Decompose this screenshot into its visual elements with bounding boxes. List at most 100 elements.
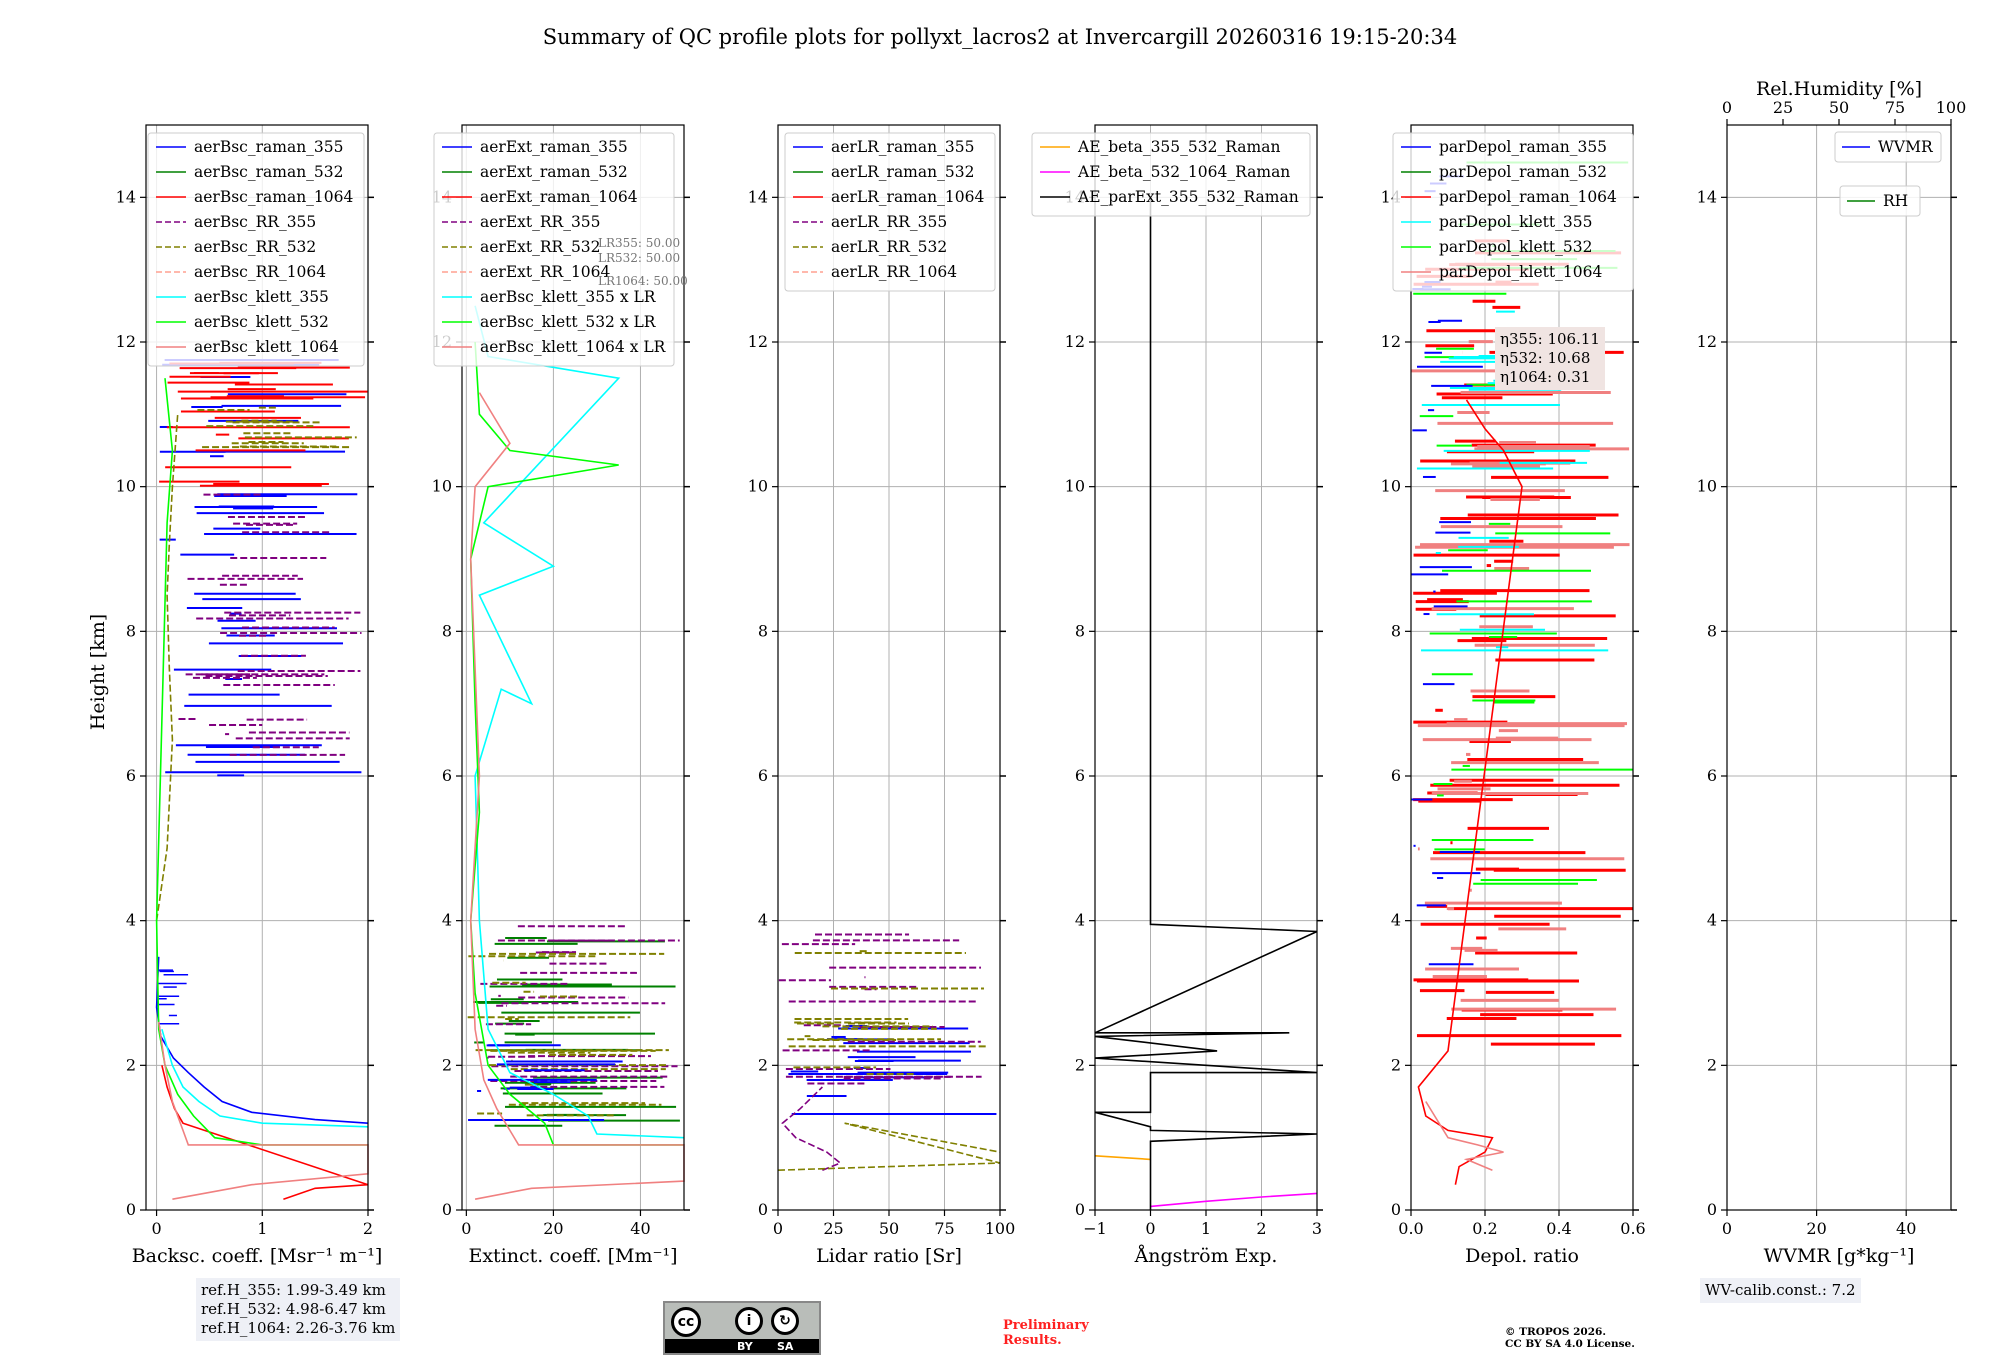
x-tick-label: 100 bbox=[985, 1219, 1016, 1238]
figure-title: Summary of QC profile plots for pollyxt_… bbox=[543, 25, 1457, 49]
ref-height-532: ref.H_532: 4.98-6.47 km bbox=[201, 1300, 386, 1318]
y-tick-label: 6 bbox=[1707, 766, 1717, 785]
ref-height-1064: ref.H_1064: 2.26-3.76 km bbox=[201, 1319, 396, 1337]
legend-label: AE_beta_532_1064_Raman bbox=[1077, 163, 1290, 181]
ref-heights-box: ref.H_355: 1.99-3.49 km ref.H_532: 4.98-… bbox=[196, 1278, 401, 1341]
legend-label: AE_beta_355_532_Raman bbox=[1077, 138, 1280, 156]
y-tick-label: 8 bbox=[442, 621, 452, 640]
copyright-line1: © TROPOS 2026. bbox=[1505, 1326, 1607, 1338]
eta-1064: η1064: 0.31 bbox=[1500, 368, 1591, 386]
y-tick-label: 12 bbox=[116, 332, 136, 351]
x-tick-label: 0 bbox=[461, 1219, 471, 1238]
series-aerLR_RR_355 bbox=[781, 1086, 842, 1171]
y-tick-label: 6 bbox=[1391, 766, 1401, 785]
legend: aerBsc_raman_355 aerBsc_raman_532 aerBsc_r… bbox=[147, 132, 365, 367]
series-aerBsc_klett_1064 bbox=[157, 1021, 369, 1200]
x2-tick-label: 50 bbox=[1829, 98, 1849, 117]
x-axis-label: Backsc. coeff. [Msr⁻¹ m⁻¹] bbox=[132, 1245, 383, 1267]
x-axis-label: Depol. ratio bbox=[1465, 1245, 1579, 1267]
series-aerBsc_RR_532 bbox=[155, 414, 179, 921]
legend-label: aerBsc_klett_355 x LR bbox=[480, 288, 657, 306]
y-tick-label: 2 bbox=[1707, 1055, 1717, 1074]
legend-label: aerBsc_klett_532 bbox=[194, 313, 329, 331]
eta-355: η355: 106.11 bbox=[1500, 330, 1600, 348]
legend-label: parDepol_klett_532 bbox=[1439, 238, 1592, 256]
lr1064-info: LR1064: 50.00 bbox=[598, 274, 688, 288]
y-tick-label: 10 bbox=[1697, 477, 1717, 496]
legend-label: aerLR_RR_1064 bbox=[831, 263, 957, 281]
y-tick-label: 14 bbox=[748, 187, 768, 206]
y-tick-label: 12 bbox=[1697, 332, 1717, 351]
legend-label: aerExt_RR_355 bbox=[480, 213, 601, 231]
y-tick-label: 0 bbox=[1391, 1200, 1401, 1219]
data-bursts bbox=[156, 358, 368, 1025]
y-tick-label: 2 bbox=[1075, 1055, 1085, 1074]
y-tick-label: 10 bbox=[116, 477, 136, 496]
y-tick-label: 0 bbox=[442, 1200, 452, 1219]
legend-frame bbox=[784, 132, 996, 292]
legend-label: aerExt_raman_532 bbox=[480, 163, 628, 181]
y-tick-label: 12 bbox=[748, 332, 768, 351]
x-tick-label: 1 bbox=[257, 1219, 267, 1238]
y-tick-label: 2 bbox=[758, 1055, 768, 1074]
data-bursts bbox=[467, 925, 680, 1127]
axes-frame bbox=[461, 124, 685, 1211]
annotations: LR355: 50.00 LR532: 50.00 LR1064: 50.00 bbox=[598, 236, 688, 288]
preliminary-note: Preliminary Results. bbox=[1003, 1318, 1089, 1348]
legend-label: parDepol_klett_1064 bbox=[1439, 263, 1602, 281]
lr532-info: LR532: 50.00 bbox=[598, 251, 680, 265]
y-tick-label: 4 bbox=[1391, 911, 1401, 930]
x-tick-label: 0 bbox=[1145, 1219, 1155, 1238]
series-AE_beta_355_532_Raman bbox=[1094, 1155, 1151, 1161]
legend-frame bbox=[1839, 185, 1921, 217]
x-tick-label: −1 bbox=[1083, 1219, 1107, 1238]
legend-label: aerLR_raman_355 bbox=[831, 138, 974, 156]
lr355-info: LR355: 50.00 bbox=[598, 236, 680, 250]
y-tick-label: 0 bbox=[1075, 1200, 1085, 1219]
x2-tick-label: 0 bbox=[1722, 98, 1732, 117]
series-aerLR_RR_532 bbox=[777, 1122, 1001, 1171]
legend-label: RH bbox=[1883, 192, 1908, 210]
x-tick-label: 0.4 bbox=[1546, 1219, 1571, 1238]
legend: parDepol_raman_355 parDepol_raman_532 parD… bbox=[1392, 132, 1634, 292]
legend-label: parDepol_raman_355 bbox=[1439, 138, 1607, 156]
y-tick-label: 0 bbox=[758, 1200, 768, 1219]
person-icon: i bbox=[735, 1307, 763, 1335]
series-aerBsc_klett_355 x LR bbox=[474, 305, 685, 1139]
y-tick-label: 8 bbox=[1391, 621, 1401, 640]
legend-label: aerBsc_raman_1064 bbox=[194, 188, 354, 206]
legend-label: aerBsc_klett_532 x LR bbox=[480, 313, 657, 331]
wv-calib-text: WV-calib.const.: 7.2 bbox=[1705, 1281, 1856, 1299]
copyright-line2: CC BY SA 4.0 License. bbox=[1505, 1338, 1635, 1350]
x-tick-label: 20 bbox=[1806, 1219, 1826, 1238]
panel-lidar_ratio: 0 2 4 6 8 10 12 14 0 25 50 75 100 Lidar ratio [Sr] aer… bbox=[748, 124, 1016, 1267]
share-alike-icon: ↻ bbox=[771, 1307, 799, 1335]
legend-frame bbox=[1834, 131, 1942, 163]
x-tick-label: 20 bbox=[543, 1219, 563, 1238]
y-tick-label: 4 bbox=[1707, 911, 1717, 930]
y-tick-label: 10 bbox=[1065, 477, 1085, 496]
x-tick-label: 0 bbox=[773, 1219, 783, 1238]
legend-label: aerLR_raman_532 bbox=[831, 163, 974, 181]
legend-label: aerBsc_klett_355 bbox=[194, 288, 329, 306]
legend-label: parDepol_raman_532 bbox=[1439, 163, 1607, 181]
y-tick-label: 14 bbox=[116, 187, 136, 206]
series-parDepol_klett_1064 bbox=[1425, 1101, 1504, 1171]
sa-label: SA bbox=[777, 1340, 794, 1353]
legend-label: aerLR_RR_355 bbox=[831, 213, 947, 231]
legend-label: aerBsc_klett_1064 bbox=[194, 338, 339, 356]
x-tick-label: 2 bbox=[1256, 1219, 1266, 1238]
series-aerBsc_raman_1064 bbox=[161, 1065, 369, 1200]
legend-frame bbox=[1031, 132, 1311, 217]
x-tick-label: 50 bbox=[879, 1219, 899, 1238]
y-tick-label: 8 bbox=[758, 621, 768, 640]
y-tick-label: 8 bbox=[126, 621, 136, 640]
legend-label: aerBsc_RR_355 bbox=[194, 213, 316, 231]
cc-license-badge: cc i ↻ BY SA bbox=[663, 1301, 821, 1355]
x-axis-label: Extinct. coeff. [Mm⁻¹] bbox=[468, 1245, 677, 1267]
x-tick-label: 75 bbox=[934, 1219, 954, 1238]
y-tick-label: 12 bbox=[1381, 332, 1401, 351]
panel-water_vapor: 0 2 4 6 8 10 12 14 0 20 40 WVMR [g*kg⁻¹] 0 25 50 75 100 R… bbox=[1697, 78, 1967, 1267]
x2-tick-label: 25 bbox=[1773, 98, 1793, 117]
